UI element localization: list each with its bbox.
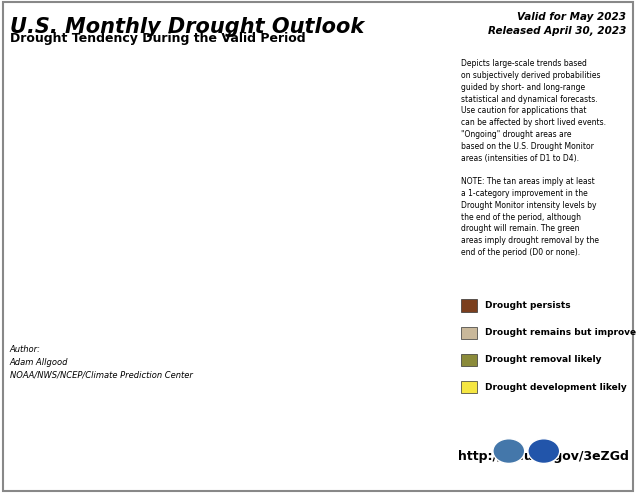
Text: Author:
Adam Allgood
NOAA/NWS/NCEP/Climate Prediction Center: Author: Adam Allgood NOAA/NWS/NCEP/Clima… [10, 345, 193, 379]
Text: http://go.usa.gov/3eZGd: http://go.usa.gov/3eZGd [459, 451, 629, 463]
Circle shape [493, 439, 525, 463]
Bar [461, 354, 477, 366]
Bar [461, 326, 477, 339]
Text: Depicts large-scale trends based
on subjectively derived probabilities
guided by: Depicts large-scale trends based on subj… [461, 59, 606, 257]
Bar [461, 381, 477, 393]
Text: Valid for May 2023
Released April 30, 2023: Valid for May 2023 Released April 30, 20… [488, 12, 626, 36]
Text: Drought Tendency During the Valid Period: Drought Tendency During the Valid Period [10, 32, 305, 45]
Bar [461, 299, 477, 312]
Text: U.S. Monthly Drought Outlook: U.S. Monthly Drought Outlook [10, 17, 364, 37]
Text: Drought persists: Drought persists [485, 301, 570, 310]
Circle shape [528, 439, 560, 463]
Text: Drought development likely: Drought development likely [485, 383, 626, 391]
Text: Drought remains but improves: Drought remains but improves [485, 328, 636, 337]
Text: Drought removal likely: Drought removal likely [485, 355, 601, 364]
